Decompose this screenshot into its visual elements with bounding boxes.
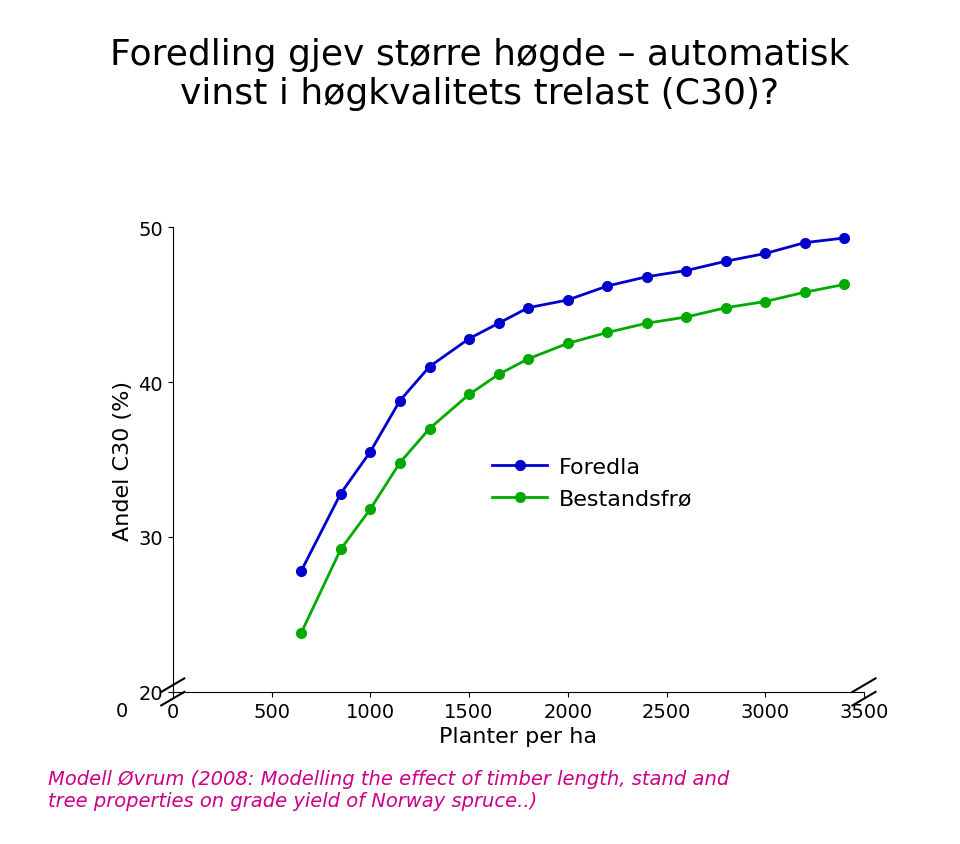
Bestandsfrø [838, 280, 850, 290]
Foredla [602, 282, 613, 292]
Legend: Foredla, Bestandsfrø: Foredla, Bestandsfrø [483, 449, 701, 517]
Bestandsfrø [335, 544, 347, 555]
Foredla [759, 249, 771, 259]
Foredla [681, 266, 692, 276]
Bestandsfrø [641, 319, 653, 329]
Foredla [365, 447, 376, 457]
Bestandsfrø [522, 354, 534, 365]
Bestandsfrø [395, 458, 406, 468]
Text: Foredling gjev større høgde – automatisk
vinst i høgkvalitets trelast (C30)?: Foredling gjev større høgde – automatisk… [110, 38, 850, 111]
Bestandsfrø [296, 628, 307, 638]
Foredla [838, 234, 850, 244]
Foredla [720, 257, 732, 267]
Bestandsfrø [681, 312, 692, 322]
Line: Bestandsfrø: Bestandsfrø [297, 280, 849, 638]
Foredla [296, 566, 307, 576]
Foredla [799, 238, 810, 248]
Foredla [562, 295, 573, 306]
Text: 0: 0 [115, 701, 128, 720]
Bestandsfrø [799, 288, 810, 298]
Bestandsfrø [562, 338, 573, 349]
Text: Modell Øvrum (2008: Modelling the effect of timber length, stand and
tree proper: Modell Øvrum (2008: Modelling the effect… [48, 769, 730, 810]
Bestandsfrø [464, 390, 475, 400]
Foredla [492, 319, 504, 329]
Bestandsfrø [720, 303, 732, 313]
Bestandsfrø [423, 424, 435, 434]
Bestandsfrø [602, 328, 613, 338]
Foredla [522, 303, 534, 313]
X-axis label: Planter per ha: Planter per ha [440, 727, 597, 746]
Bestandsfrø [365, 505, 376, 515]
Foredla [423, 362, 435, 372]
Foredla [335, 489, 347, 499]
Foredla [464, 334, 475, 344]
Bestandsfrø [492, 370, 504, 380]
Foredla [395, 396, 406, 406]
Y-axis label: Andel C30 (%): Andel C30 (%) [112, 380, 132, 540]
Foredla [641, 273, 653, 283]
Bestandsfrø [759, 297, 771, 307]
Line: Foredla: Foredla [297, 234, 849, 576]
